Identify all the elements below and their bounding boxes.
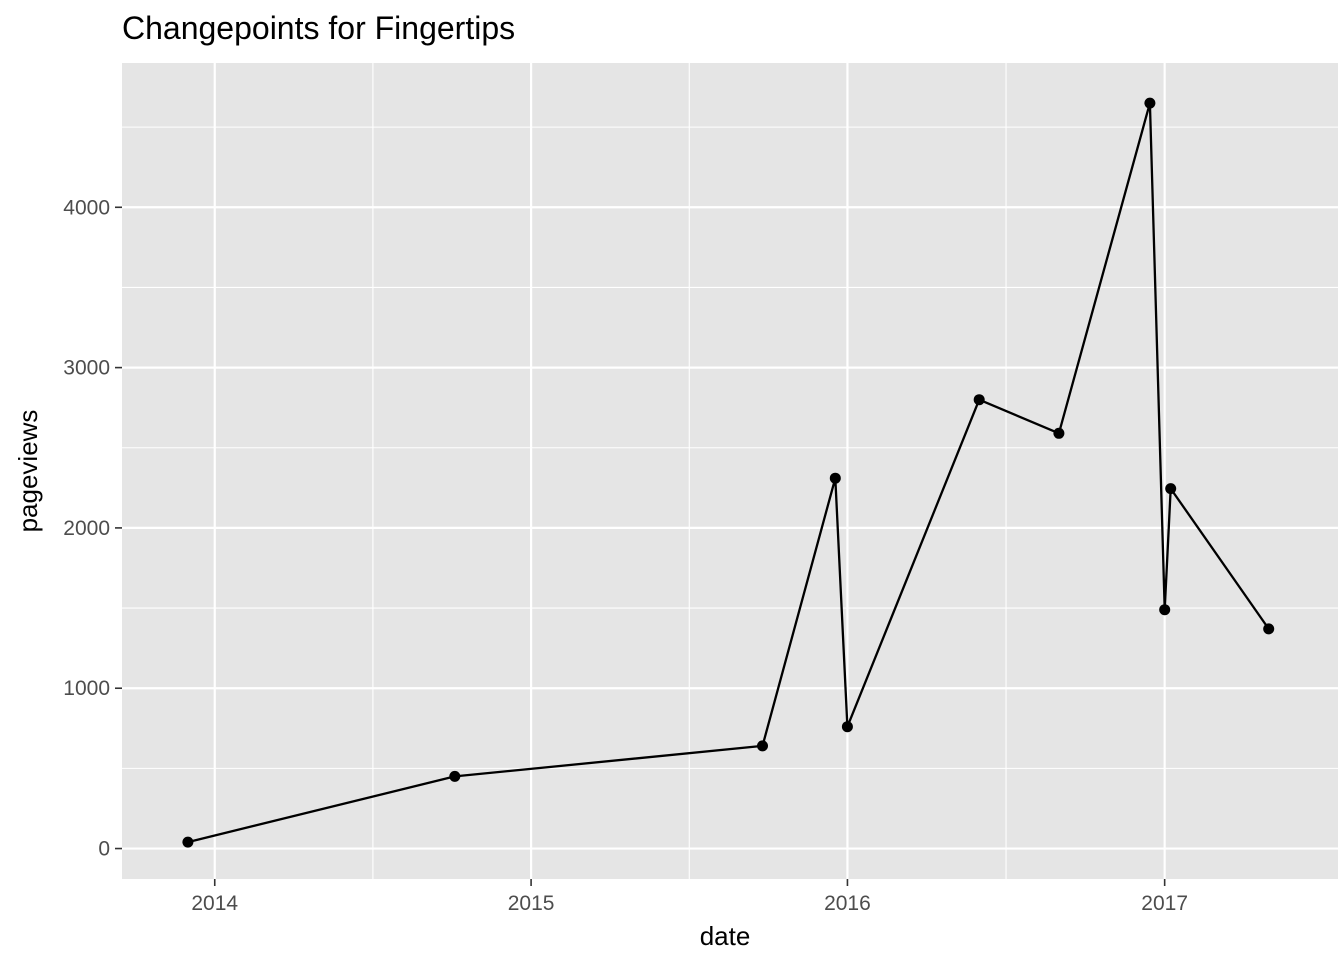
data-point — [449, 770, 461, 782]
x-tick-label: 2015 — [508, 892, 555, 915]
series-points — [182, 97, 1275, 848]
data-point — [1263, 623, 1275, 635]
y-tick-label: 0 — [98, 838, 110, 861]
chart-title: Changepoints for Fingertips — [122, 10, 515, 46]
y-axis: 0 1000 2000 3000 4000 — [63, 196, 122, 861]
x-tick-label: 2014 — [191, 892, 238, 915]
y-tick-label: 3000 — [63, 357, 110, 380]
x-axis-title: date — [700, 921, 751, 951]
data-point — [841, 721, 853, 733]
data-point — [182, 836, 194, 848]
x-tick-label: 2016 — [824, 892, 871, 915]
data-point — [829, 472, 841, 484]
x-tick-label: 2017 — [1141, 892, 1188, 915]
y-tick-label: 4000 — [63, 196, 110, 219]
y-tick-label: 1000 — [63, 677, 110, 700]
x-axis: 2014 2015 2016 2017 — [191, 879, 1188, 915]
data-point — [973, 394, 985, 406]
y-tick-label: 2000 — [63, 517, 110, 540]
data-point — [1053, 427, 1065, 439]
gridlines — [122, 63, 1338, 879]
data-point — [1165, 483, 1177, 495]
plot-panel — [122, 63, 1338, 879]
data-point — [1159, 604, 1171, 616]
y-axis-title: pageviews — [13, 410, 43, 533]
data-point — [757, 740, 768, 752]
data-point — [1144, 97, 1156, 109]
